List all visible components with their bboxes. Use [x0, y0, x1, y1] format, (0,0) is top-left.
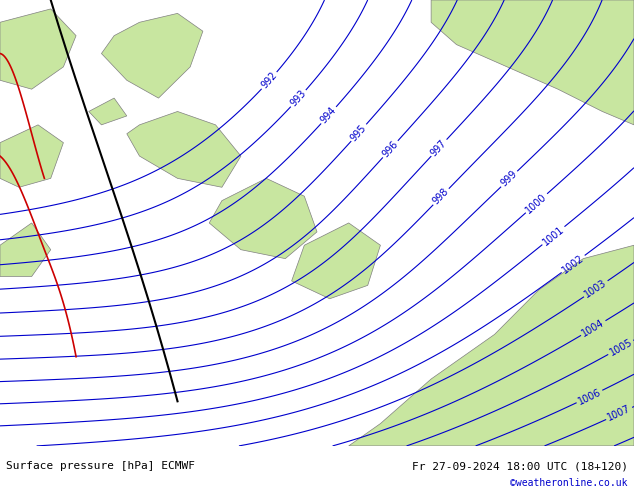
Text: 1006: 1006	[576, 387, 603, 406]
Polygon shape	[292, 223, 380, 299]
Polygon shape	[431, 0, 634, 125]
Text: 994: 994	[319, 105, 339, 125]
Text: 1004: 1004	[580, 318, 606, 339]
Text: 996: 996	[380, 139, 400, 159]
Text: Fr 27-09-2024 18:00 UTC (18+120): Fr 27-09-2024 18:00 UTC (18+120)	[411, 462, 628, 471]
Text: ©weatheronline.co.uk: ©weatheronline.co.uk	[510, 478, 628, 488]
Text: 1003: 1003	[583, 278, 609, 300]
Text: 1000: 1000	[524, 192, 549, 215]
Polygon shape	[101, 13, 203, 98]
Text: 993: 993	[288, 88, 308, 109]
Text: 999: 999	[499, 169, 519, 189]
Polygon shape	[89, 98, 127, 125]
Text: 1007: 1007	[606, 404, 633, 423]
Text: 1005: 1005	[607, 337, 634, 358]
Polygon shape	[209, 178, 317, 259]
Polygon shape	[0, 9, 76, 89]
Text: 997: 997	[429, 138, 449, 158]
Text: 992: 992	[259, 70, 279, 91]
Polygon shape	[127, 112, 241, 187]
Polygon shape	[0, 125, 63, 187]
Text: 995: 995	[349, 122, 368, 143]
Text: 998: 998	[431, 187, 451, 207]
Text: Surface pressure [hPa] ECMWF: Surface pressure [hPa] ECMWF	[6, 462, 195, 471]
Text: 1001: 1001	[541, 224, 566, 247]
Polygon shape	[0, 223, 51, 276]
Polygon shape	[349, 245, 634, 446]
Text: 1002: 1002	[560, 253, 586, 275]
